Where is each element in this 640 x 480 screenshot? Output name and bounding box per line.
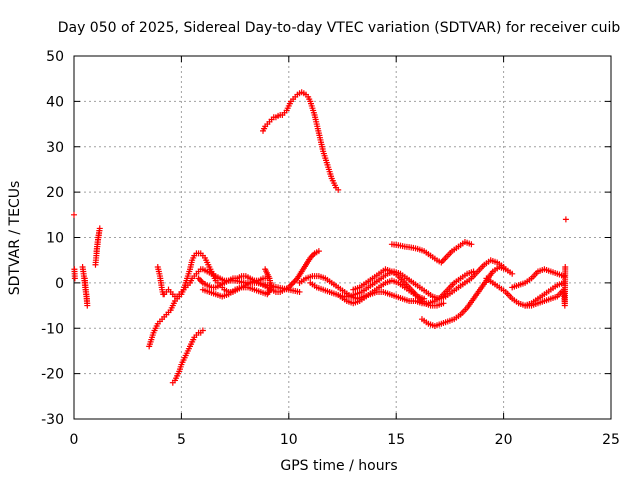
x-tick-label: 5: [177, 432, 186, 448]
y-tick-label: -10: [41, 321, 64, 337]
data-point: [71, 275, 78, 282]
y-tick-label: 20: [46, 185, 64, 201]
x-tick-label: 20: [495, 432, 513, 448]
x-axis-label: GPS time / hours: [280, 458, 397, 474]
x-tick-label: 15: [387, 432, 405, 448]
data-point: [468, 241, 475, 248]
chart-title: Day 050 of 2025, Sidereal Day-to-day VTE…: [58, 20, 621, 36]
data-point: [335, 186, 342, 193]
y-tick-label: 30: [46, 140, 64, 156]
x-tick-label: 10: [280, 432, 298, 448]
y-axis-label: SDTVAR / TECUs: [7, 181, 23, 296]
y-tick-label: 40: [46, 94, 64, 110]
data-point: [262, 266, 269, 273]
data-point: [562, 216, 569, 223]
y-tick-label: 0: [55, 276, 64, 292]
grid-lines: [74, 56, 611, 419]
x-tick-label: 0: [70, 432, 79, 448]
data-point: [296, 288, 303, 295]
data-point: [93, 248, 100, 255]
x-tick-label: 25: [602, 432, 620, 448]
data-point: [315, 248, 322, 255]
data-points: [71, 89, 569, 386]
data-point: [71, 211, 77, 218]
y-tick-label: 10: [46, 231, 64, 247]
axis-ticks: [73, 55, 612, 420]
data-point: [81, 275, 88, 282]
y-tick-label: -30: [41, 412, 64, 428]
data-point: [440, 300, 447, 307]
y-tick-label: 50: [46, 49, 64, 65]
data-point: [199, 327, 206, 334]
data-point: [562, 263, 569, 270]
data-point: [509, 270, 516, 277]
tick-labels: 0 5 10 15 20 25 -30 -20 -10 0 10 20 30 40 50: [41, 49, 620, 448]
y-tick-label: -20: [41, 367, 64, 383]
